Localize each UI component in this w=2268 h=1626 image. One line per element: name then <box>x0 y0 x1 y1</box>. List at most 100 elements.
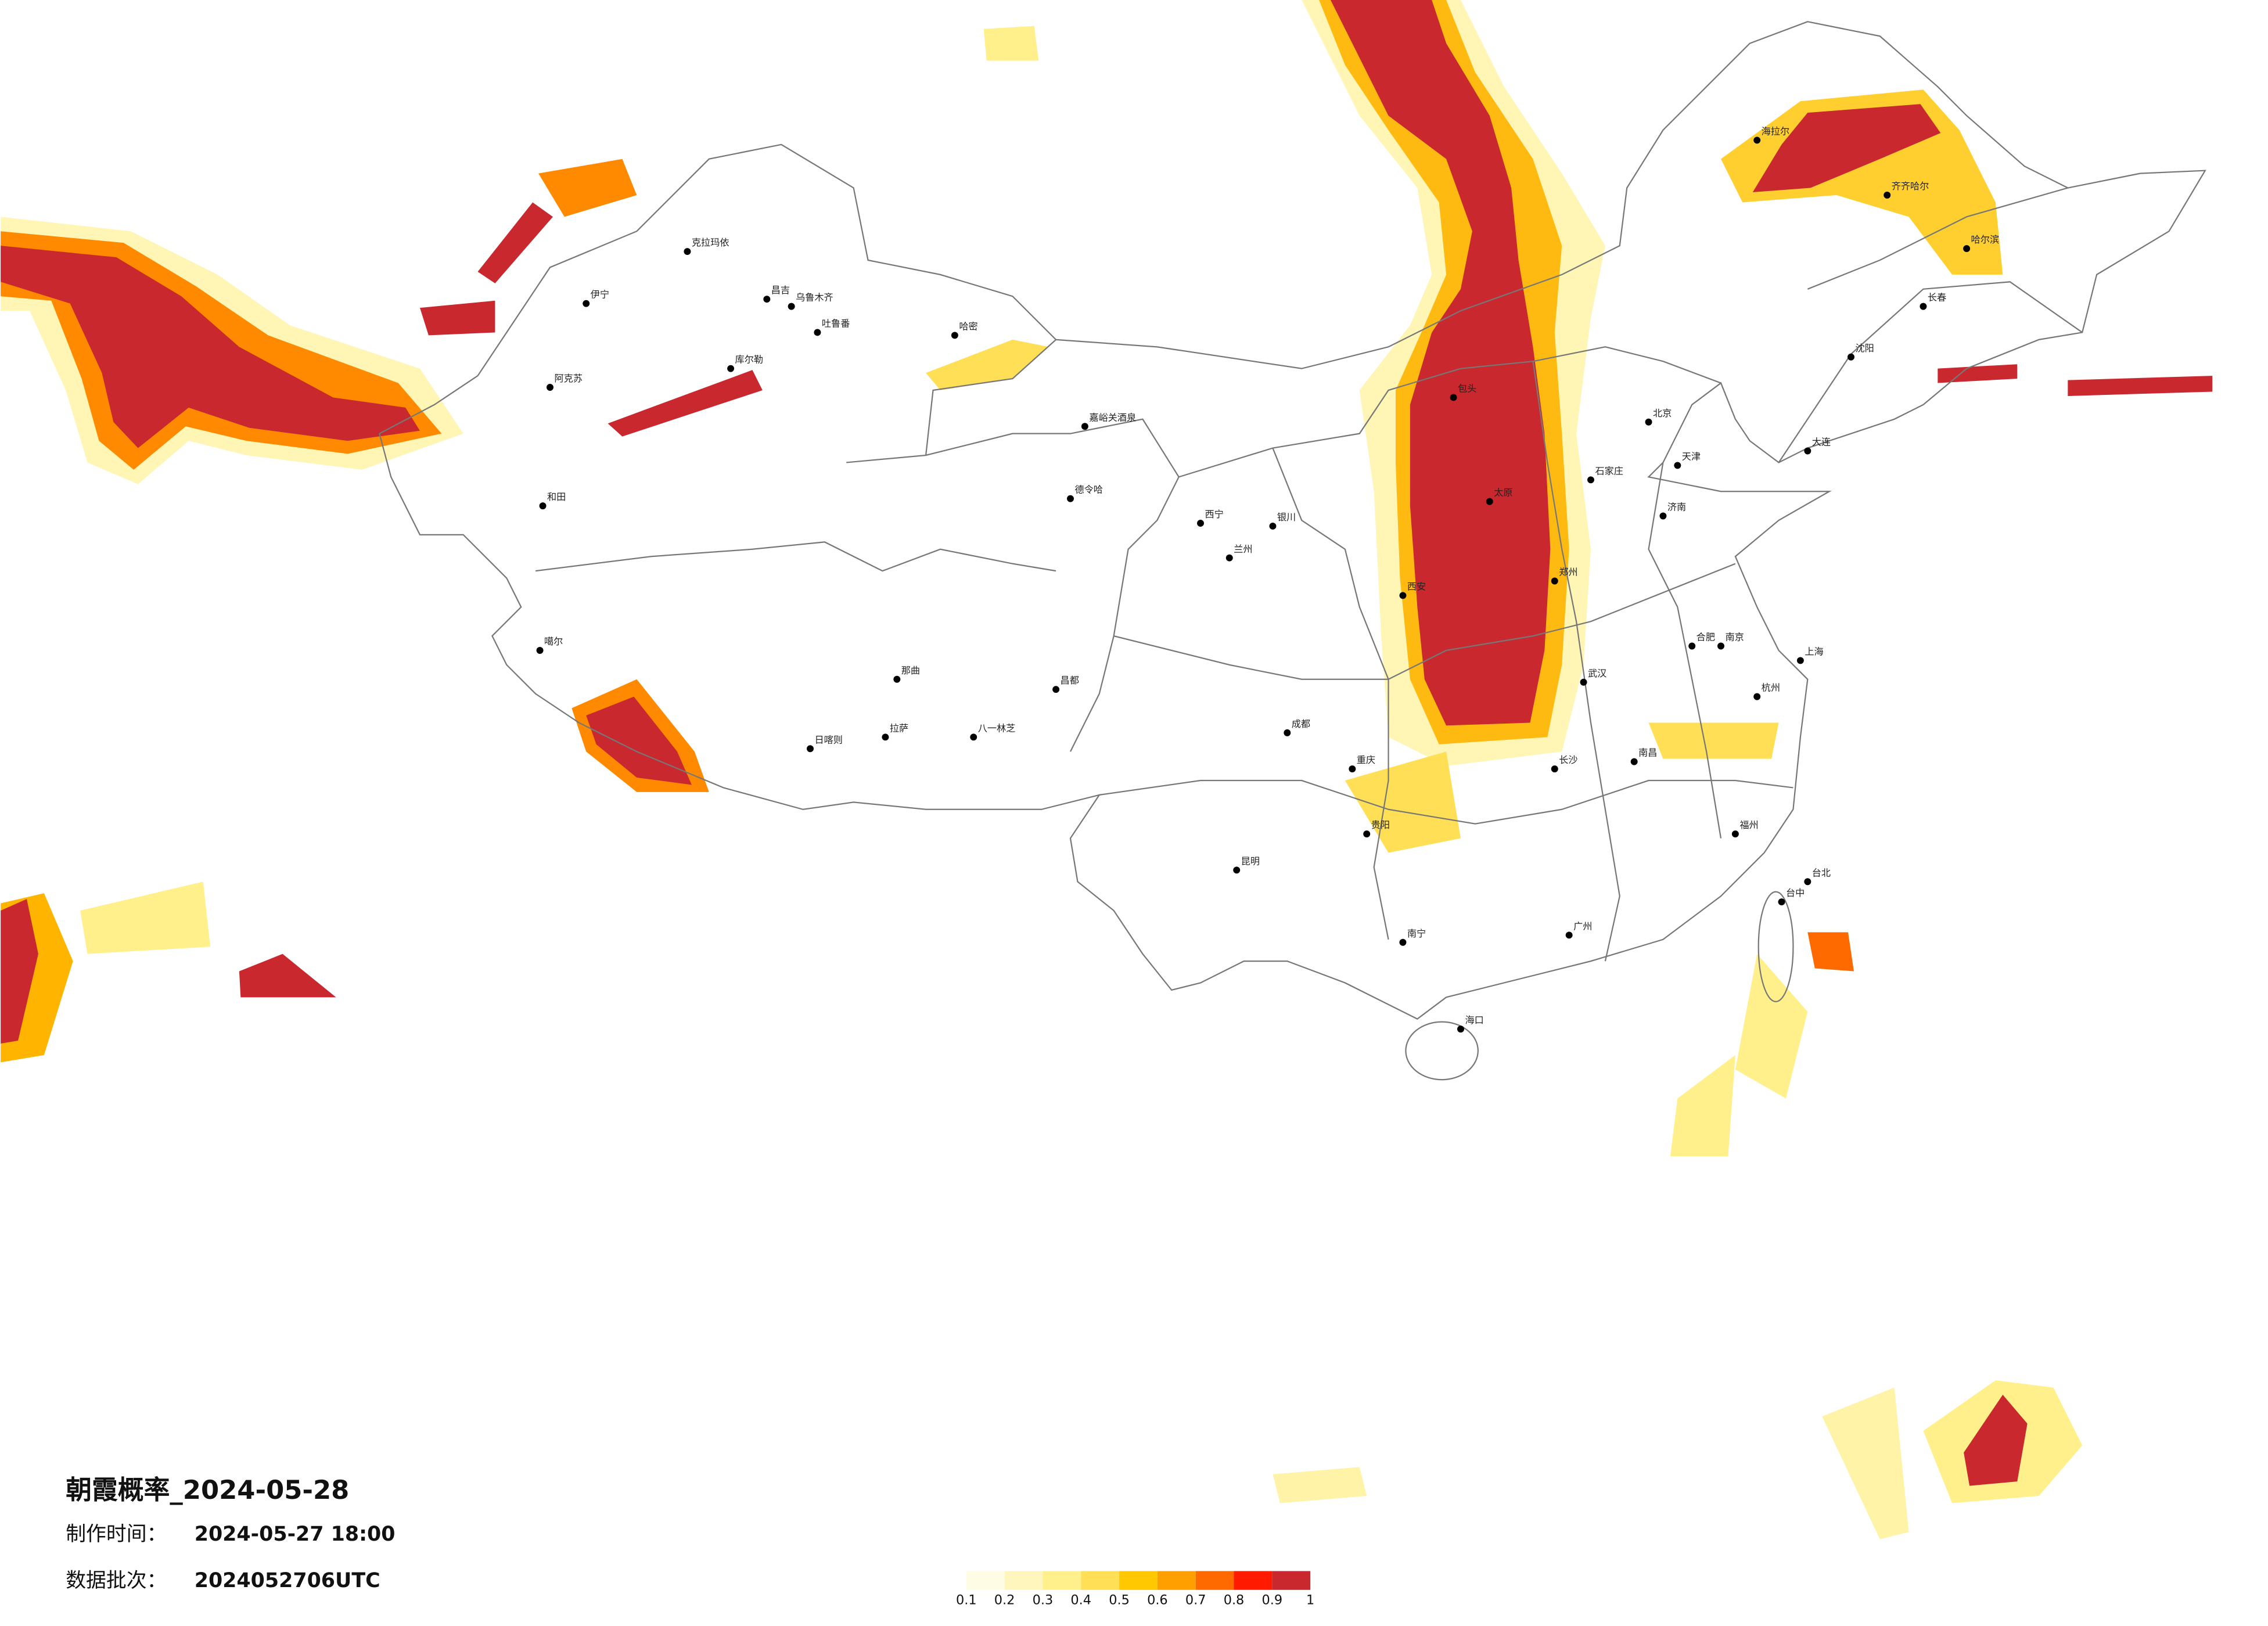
heat-area <box>1752 104 1941 193</box>
city-dot <box>1796 657 1804 664</box>
city-dot <box>1349 765 1356 773</box>
heat-area <box>477 202 553 283</box>
batch-label: 数据批次： <box>66 1569 167 1592</box>
city-label: 西安 <box>1407 581 1426 592</box>
province-border <box>1272 448 1389 940</box>
city-label: 上海 <box>1805 646 1823 657</box>
city-dot <box>547 384 553 391</box>
city-dot <box>1565 931 1573 939</box>
city-dot <box>1674 462 1681 469</box>
heat-area <box>1330 0 1551 726</box>
city-dot <box>882 733 889 741</box>
city-label: 昌都 <box>1061 675 1079 686</box>
city-label: 合肥 <box>1696 632 1715 643</box>
city-label: 阿克苏 <box>554 373 582 384</box>
legend-swatch <box>1081 1571 1120 1590</box>
heat-area <box>1648 722 1779 759</box>
city-label: 武汉 <box>1588 668 1606 679</box>
city-dot <box>727 365 735 372</box>
city-dot <box>1197 520 1204 527</box>
city-label: 石家庄 <box>1595 465 1623 476</box>
production-label: 制作时间： <box>66 1523 167 1546</box>
heat-area <box>1964 1394 2028 1486</box>
city-label: 杭州 <box>1762 682 1780 693</box>
heat-area <box>1 246 420 448</box>
city-label: 长春 <box>1928 292 1946 303</box>
city-label: 德令哈 <box>1074 484 1102 495</box>
legend-tick-label: 0.2 <box>994 1593 1015 1608</box>
legend-swatch <box>1043 1571 1081 1590</box>
heat-area <box>983 26 1039 61</box>
heat-area <box>239 954 336 998</box>
city-dot <box>1848 353 1854 361</box>
city-label: 郑州 <box>1559 567 1577 578</box>
city-label: 昆明 <box>1241 855 1260 866</box>
city-dot <box>1457 1026 1464 1033</box>
city-dot <box>536 647 544 654</box>
city-dot <box>1630 758 1638 765</box>
city-dot <box>583 300 590 307</box>
city-dot <box>684 248 691 256</box>
city-label: 八一林芝 <box>978 722 1016 733</box>
city-label: 济南 <box>1667 502 1686 513</box>
city-label: 克拉玛依 <box>692 237 729 248</box>
legend-tick-label: 0.6 <box>1147 1593 1168 1608</box>
province-border <box>1778 281 2083 463</box>
city-label: 昌吉 <box>771 285 790 296</box>
city-dot <box>1067 495 1074 502</box>
province-border <box>846 418 1180 752</box>
heat-area <box>1735 954 1808 1099</box>
country-outline <box>378 21 2206 1020</box>
city-label: 噶尔 <box>544 636 563 647</box>
province-border <box>1807 187 2068 290</box>
legend-tick-label: 0.9 <box>1262 1593 1283 1608</box>
city-dot <box>1225 554 1233 562</box>
city-label: 库尔勒 <box>735 354 763 365</box>
city-label: 台北 <box>1812 867 1831 878</box>
city-label: 沈阳 <box>1855 343 1874 354</box>
heat-area <box>1938 364 2018 383</box>
heat-area <box>1345 751 1461 853</box>
city-dot <box>1551 577 1558 585</box>
city-label: 大连 <box>1812 437 1831 448</box>
city-dot <box>1399 592 1407 599</box>
city-dot <box>1587 476 1594 484</box>
city-label: 重庆 <box>1357 754 1375 765</box>
city-dot <box>1486 498 1493 505</box>
legend-swatch <box>1157 1571 1196 1590</box>
legend-tick-label: 0.7 <box>1185 1593 1206 1608</box>
province-border <box>1532 361 1620 962</box>
city-dot <box>1233 866 1241 874</box>
province-border <box>1648 462 1722 839</box>
city-dot <box>970 733 977 741</box>
legend-tick-label: 0.8 <box>1224 1593 1245 1608</box>
city-label: 齐齐哈尔 <box>1892 181 1929 192</box>
city-dot <box>1778 898 1785 906</box>
city-label: 西宁 <box>1205 509 1223 520</box>
city-dot <box>1284 729 1291 736</box>
legend-swatch <box>966 1571 1005 1590</box>
city-label: 福州 <box>1739 819 1758 830</box>
province-border <box>1113 563 1736 680</box>
city-label: 日喀则 <box>814 734 842 745</box>
legend-swatch <box>1004 1571 1043 1590</box>
city-dot <box>1052 686 1060 693</box>
city-label: 南京 <box>1725 632 1744 643</box>
city-dot <box>951 332 958 339</box>
city-label: 哈密 <box>959 321 977 332</box>
heat-area <box>608 370 763 437</box>
heat-area <box>80 882 211 954</box>
caption: 朝霞概率_2024-05-28 制作时间： 2024-05-27 18:00 数… <box>66 1474 395 1592</box>
legend-swatch <box>1272 1571 1311 1590</box>
city-dot <box>1659 512 1667 520</box>
city-dot <box>1450 394 1457 401</box>
city-dot <box>1269 522 1277 530</box>
legend-tick-label: 0.4 <box>1070 1593 1091 1608</box>
city-label: 北京 <box>1653 408 1672 419</box>
city-dot <box>1580 678 1587 686</box>
city-dot <box>807 745 814 753</box>
city-label: 吐鲁番 <box>822 318 850 329</box>
city-dot <box>1884 192 1891 199</box>
taiwan-outline <box>1757 891 1794 1002</box>
